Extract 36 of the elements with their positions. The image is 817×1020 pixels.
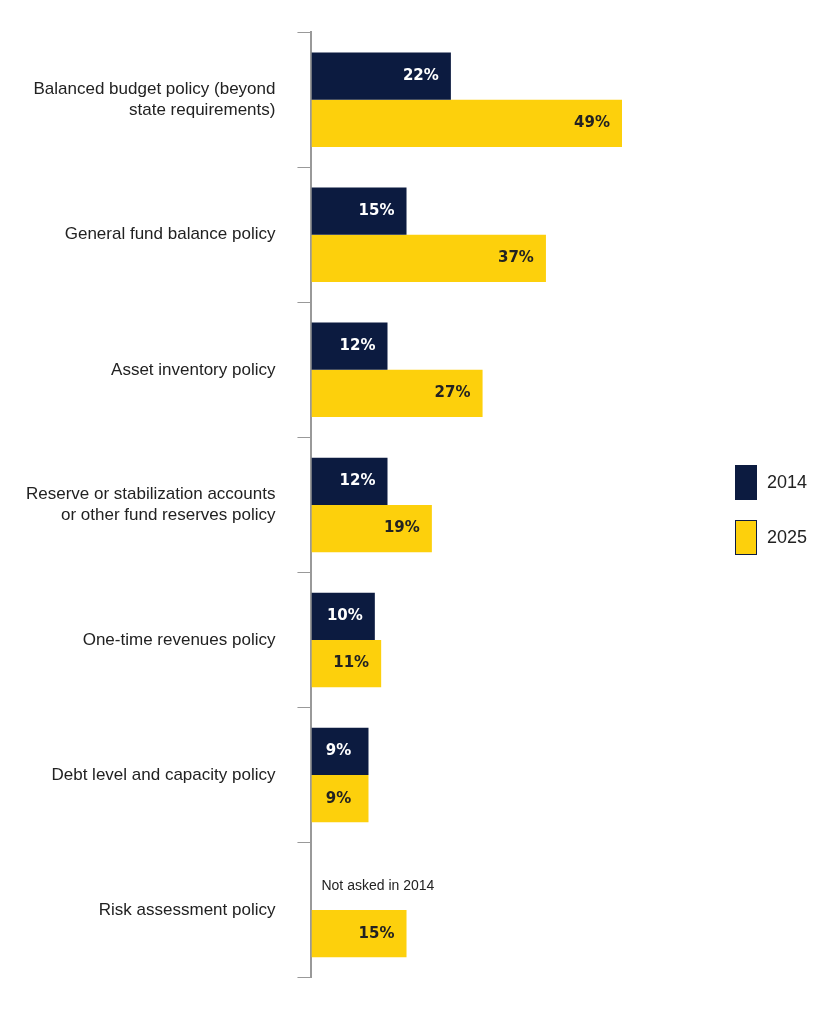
y-tick-label: Reserve or stabilization accounts or other fund reserves policy [25, 484, 276, 524]
data-label: 27% [434, 383, 471, 402]
bar [311, 369, 483, 418]
data-label: 15% [358, 201, 395, 220]
legend-label: 2025 [767, 527, 808, 548]
bar [311, 457, 388, 505]
data-label: 9% [325, 741, 352, 760]
data-label: 12% [339, 336, 376, 355]
data-label: 11% [333, 653, 370, 672]
data-label: 12% [339, 471, 376, 490]
bar [311, 99, 622, 147]
bar [311, 187, 407, 235]
legend-label: 2014 [767, 472, 808, 493]
bar [311, 910, 407, 958]
bar [311, 234, 546, 283]
data-label: 37% [498, 248, 534, 267]
data-label: 10% [326, 606, 363, 625]
bar [311, 504, 432, 553]
data-label: 49% [574, 113, 610, 132]
bar [311, 727, 369, 776]
y-tick-label: Debt level and capacity policy [51, 764, 276, 784]
bar [311, 52, 451, 100]
y-tick-label: Asset inventory policy [111, 359, 276, 379]
data-label: 22% [402, 65, 439, 84]
data-label: 15% [358, 923, 395, 942]
y-tick-label: General fund balance policy [64, 224, 276, 244]
y-tick-label: One-time revenues policy [82, 629, 276, 649]
bar [311, 322, 388, 370]
y-tick-label: Risk assessment policy [98, 899, 276, 919]
bar [311, 775, 369, 823]
annotation: Not asked in 2014 [321, 877, 435, 894]
bar [311, 639, 382, 688]
data-label: 19% [383, 518, 420, 537]
data-label: 9% [325, 788, 352, 807]
bar [311, 592, 375, 640]
y-tick-label: Balanced budget policy (beyond state requirements) [33, 79, 276, 119]
